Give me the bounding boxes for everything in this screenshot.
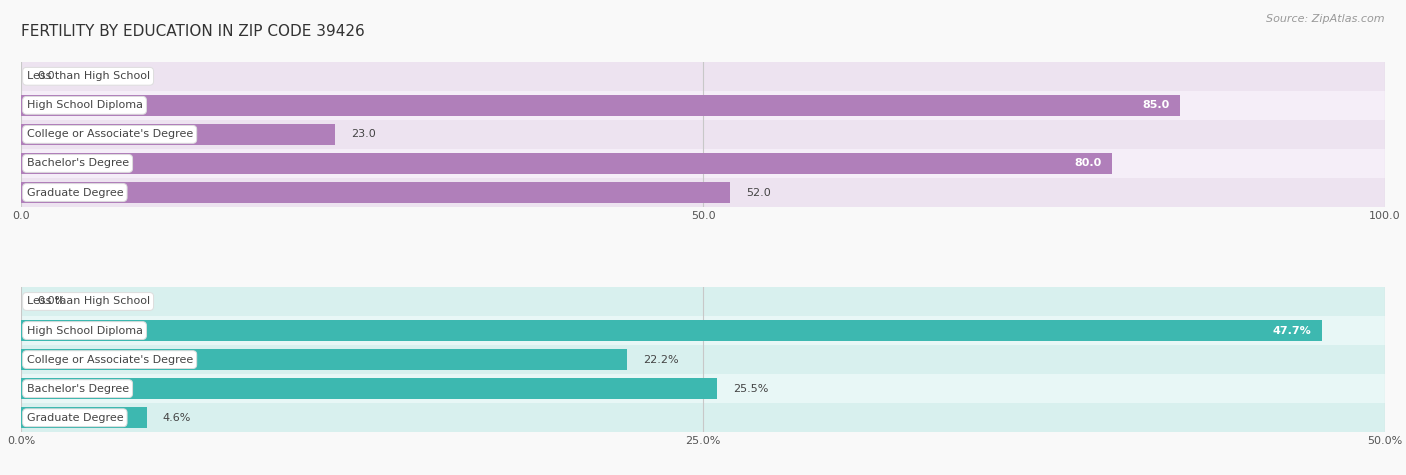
Text: 47.7%: 47.7%: [1272, 325, 1312, 335]
Text: Graduate Degree: Graduate Degree: [27, 188, 124, 198]
Text: Bachelor's Degree: Bachelor's Degree: [27, 384, 129, 394]
Text: College or Associate's Degree: College or Associate's Degree: [27, 355, 193, 365]
Text: 85.0: 85.0: [1142, 100, 1170, 110]
Text: 25.5%: 25.5%: [733, 384, 769, 394]
Bar: [21, 178, 1385, 207]
Bar: [21, 91, 1385, 120]
Text: 23.0: 23.0: [352, 129, 375, 139]
Text: Bachelor's Degree: Bachelor's Degree: [27, 159, 129, 169]
Text: 4.6%: 4.6%: [163, 413, 191, 423]
Bar: [21, 182, 730, 203]
Bar: [21, 349, 627, 370]
Text: 52.0: 52.0: [747, 188, 772, 198]
Text: 80.0: 80.0: [1074, 159, 1101, 169]
Bar: [21, 407, 146, 428]
Bar: [21, 120, 1385, 149]
Bar: [21, 124, 335, 145]
Bar: [21, 153, 1112, 174]
Bar: [21, 149, 1385, 178]
Text: 22.2%: 22.2%: [643, 355, 679, 365]
Text: 0.0: 0.0: [38, 71, 55, 81]
Bar: [21, 62, 1385, 91]
Text: Graduate Degree: Graduate Degree: [27, 413, 124, 423]
Text: College or Associate's Degree: College or Associate's Degree: [27, 129, 193, 139]
Bar: [21, 374, 1385, 403]
Bar: [21, 287, 1385, 316]
Text: Less than High School: Less than High School: [27, 296, 149, 306]
Text: High School Diploma: High School Diploma: [27, 325, 142, 335]
Text: Source: ZipAtlas.com: Source: ZipAtlas.com: [1267, 14, 1385, 24]
Bar: [21, 403, 1385, 432]
Bar: [21, 378, 717, 399]
Bar: [21, 320, 1322, 341]
Text: Less than High School: Less than High School: [27, 71, 149, 81]
Bar: [21, 316, 1385, 345]
Text: FERTILITY BY EDUCATION IN ZIP CODE 39426: FERTILITY BY EDUCATION IN ZIP CODE 39426: [21, 24, 364, 39]
Text: 0.0%: 0.0%: [38, 296, 66, 306]
Bar: [21, 345, 1385, 374]
Bar: [21, 95, 1181, 116]
Text: High School Diploma: High School Diploma: [27, 100, 142, 110]
